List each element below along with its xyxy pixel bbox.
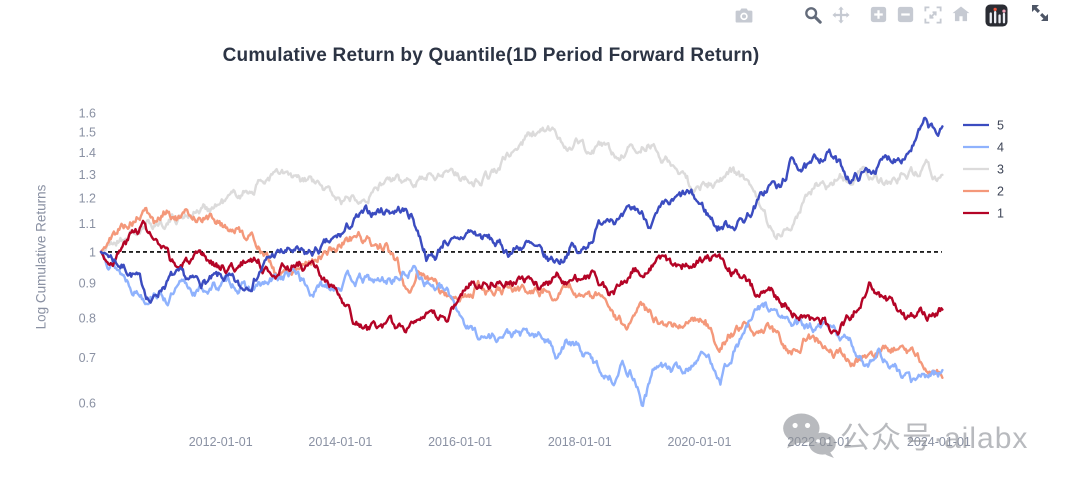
y-tick-label: 1.2	[79, 192, 96, 206]
x-tick-label: 2012-01-01	[189, 435, 253, 449]
x-tick-label: 2018-01-01	[548, 435, 612, 449]
home-icon[interactable]	[952, 6, 970, 22]
y-tick-label: 0.6	[79, 396, 96, 410]
y-axis-title: Log Cumulative Returns	[33, 184, 49, 330]
series-line-2[interactable]	[99, 206, 944, 379]
legend-label: 3	[997, 163, 1004, 177]
legend-label: 2	[997, 185, 1004, 199]
plotly-logo-icon[interactable]	[985, 4, 1008, 27]
fullscreen-icon[interactable]	[1029, 2, 1051, 24]
camera-icon[interactable]	[735, 8, 753, 23]
chart-title: Cumulative Return by Quantile(1D Period …	[222, 45, 760, 66]
x-tick-label: 2016-01-01	[428, 435, 492, 449]
autoscale-icon[interactable]	[924, 6, 942, 24]
y-tick-label: 0.9	[79, 277, 96, 291]
y-tick-label: 0.8	[79, 311, 96, 325]
series-line-5[interactable]	[99, 116, 944, 304]
series-line-1[interactable]	[99, 219, 944, 336]
x-tick-label: 2014-01-01	[308, 435, 372, 449]
series-line-3[interactable]	[99, 125, 944, 254]
y-tick-label: 1.5	[79, 126, 96, 140]
x-tick-label: 2024-01-01	[907, 435, 971, 449]
legend-label: 1	[997, 207, 1004, 221]
legend-item-2[interactable]: 2	[963, 185, 1004, 199]
legend-item-4[interactable]: 4	[963, 141, 1004, 155]
series-line-4[interactable]	[99, 250, 944, 408]
pan-icon[interactable]	[832, 6, 850, 24]
zoom-icon[interactable]	[804, 6, 822, 24]
zoom-in-icon[interactable]	[870, 6, 887, 23]
y-tick-label: 1.1	[79, 217, 96, 231]
legend-item-3[interactable]: 3	[963, 163, 1004, 177]
zoom-out-icon[interactable]	[897, 6, 914, 23]
y-tick-label: 1.3	[79, 168, 96, 182]
legend-label: 5	[997, 119, 1004, 133]
y-tick-label: 1.6	[79, 106, 96, 120]
y-tick-label: 1.4	[79, 146, 96, 160]
x-tick-label: 2020-01-01	[668, 435, 732, 449]
legend-item-1[interactable]: 1	[963, 207, 1004, 221]
y-tick-label: 0.7	[79, 351, 96, 365]
legend-item-5[interactable]: 5	[963, 119, 1004, 133]
y-tick-label: 1	[89, 245, 96, 259]
legend-label: 4	[997, 141, 1004, 155]
x-tick-label: 2022-01-01	[787, 435, 851, 449]
